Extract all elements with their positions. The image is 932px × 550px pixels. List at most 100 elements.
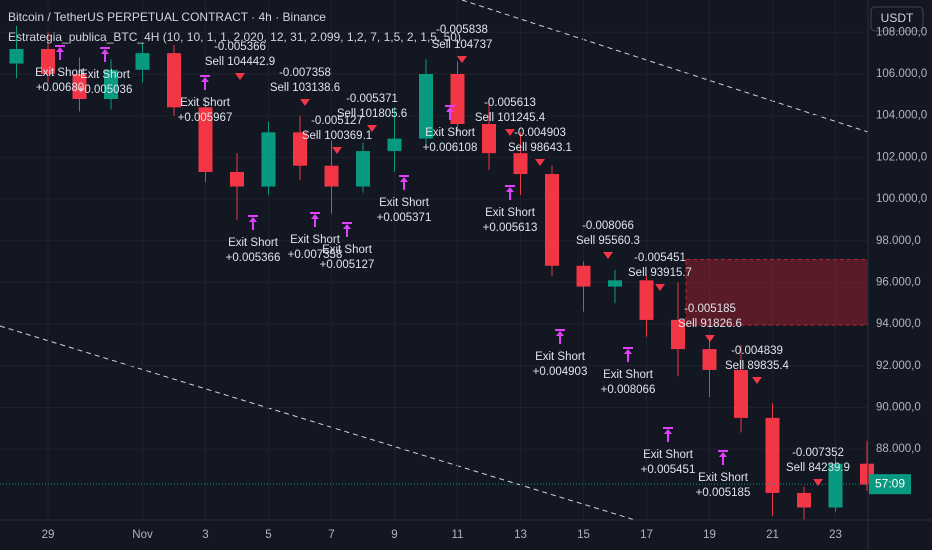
signal-pnl: +0.006108: [423, 142, 478, 154]
signal-pnl: +0.007358: [288, 249, 343, 261]
signal-label: Exit Short: [35, 67, 86, 79]
candle-body: [230, 171, 244, 187]
candle-body: [72, 73, 87, 99]
candle-body: [734, 369, 748, 418]
candle-body: [545, 174, 559, 266]
signal-pnl: -0.005613: [484, 97, 536, 109]
signal-pnl: -0.005185: [684, 303, 736, 315]
signal-label: Sell 101805.6: [337, 108, 407, 120]
signal-pnl: -0.004903: [514, 127, 566, 139]
x-tick-label: 11: [452, 529, 464, 541]
candle-body: [293, 132, 307, 166]
signal-pnl: -0.008066: [582, 220, 634, 232]
signal-label: Exit Short: [485, 207, 536, 219]
y-tick-label: 90.000,0: [876, 401, 921, 413]
price-badge: [869, 474, 911, 495]
x-tick-label: 23: [829, 529, 842, 541]
sell-marker: [367, 125, 377, 132]
currency-label[interactable]: USDT: [881, 11, 914, 25]
signal-label: Sell 93915.7: [628, 267, 692, 279]
sell-marker: [332, 147, 342, 154]
y-tick-label: 94.000,0: [876, 318, 921, 330]
exit-marker: [506, 187, 514, 200]
signal-pnl: -0.007358: [279, 67, 331, 79]
candle-body: [261, 132, 276, 187]
signal-pnl: +0.005613: [483, 222, 538, 234]
exit-marker: [343, 224, 351, 237]
exit-marker: [249, 217, 257, 230]
candle-body: [671, 319, 685, 350]
signal-pnl: +0.008066: [601, 384, 656, 396]
x-tick-label: 7: [328, 529, 334, 541]
exit-marker: [101, 49, 109, 62]
trend-line: [0, 325, 636, 521]
signal-label: Exit Short: [643, 449, 694, 461]
y-tick-label: 102.000,0: [876, 151, 927, 163]
signal-pnl: +0.005967: [178, 112, 233, 124]
candle-body: [828, 463, 843, 508]
candle-body: [167, 53, 181, 108]
signal-label: Exit Short: [180, 97, 231, 109]
candle-body: [702, 349, 717, 370]
signal-label: Exit Short: [228, 237, 279, 249]
signal-pnl: -0.004839: [731, 345, 783, 357]
exit-marker: [56, 47, 64, 60]
x-tick-label: 17: [640, 529, 653, 541]
exit-marker: [446, 107, 454, 120]
candle-body: [482, 124, 496, 154]
candle-body: [576, 265, 591, 287]
x-tick-label: 29: [42, 529, 55, 541]
exit-marker: [556, 331, 564, 344]
candle-body: [356, 151, 370, 187]
exit-marker: [719, 452, 727, 465]
signal-pnl: +0.005127: [320, 259, 375, 271]
exit-marker: [624, 349, 632, 362]
exit-marker: [311, 214, 319, 227]
indicator-label: Estrategia_publica_BTC_4H (10, 10, 1, 1,…: [8, 30, 461, 44]
signal-label: Sell 84239.9: [786, 462, 850, 474]
x-tick-label: 21: [766, 529, 779, 541]
signal-pnl: +0.004903: [533, 366, 588, 378]
currency-button[interactable]: [870, 6, 924, 32]
signal-label: Sell 100369.1: [302, 130, 372, 142]
signal-pnl: -0.005127: [311, 115, 363, 127]
signal-pnl: +0.005371: [377, 212, 432, 224]
candle-body: [419, 73, 433, 139]
candle-body: [387, 138, 402, 152]
candle-body: [639, 280, 654, 320]
signal-pnl: -0.005371: [346, 93, 398, 105]
candle-body: [324, 165, 339, 187]
y-tick-label: 104.000,0: [876, 110, 927, 122]
candle-body: [198, 107, 213, 172]
signal-pnl: +0.005185: [696, 487, 751, 499]
signal-label: Sell 98643.1: [508, 142, 572, 154]
signal-label: Sell 95560.3: [576, 235, 640, 247]
signal-label: Sell 89835.4: [725, 360, 790, 372]
candle-body: [513, 153, 528, 175]
candle-body: [797, 492, 811, 508]
candle-body: [9, 48, 24, 64]
signal-label: Exit Short: [80, 69, 131, 81]
sell-marker: [457, 56, 467, 63]
countdown: 57:09: [875, 476, 905, 490]
signal-label: Exit Short: [290, 234, 341, 246]
y-tick-label: 92.000,0: [876, 360, 921, 372]
signal-pnl: -0.005451: [634, 252, 686, 264]
sell-marker: [300, 99, 310, 106]
x-tick-label: 15: [577, 529, 590, 541]
candle-body: [608, 280, 622, 287]
exit-marker: [664, 429, 672, 442]
signal-pnl: +0.005451: [641, 464, 696, 476]
sell-marker: [752, 377, 762, 384]
signal-label: Sell 104442.9: [205, 56, 275, 68]
candle-body: [135, 53, 150, 70]
signal-label: Exit Short: [425, 127, 476, 139]
x-tick-label: 19: [703, 529, 716, 541]
signal-pnl: -0.007352: [792, 447, 844, 459]
signal-label: Sell 104737: [432, 39, 493, 51]
sell-marker: [705, 335, 715, 342]
exit-marker: [201, 77, 209, 90]
x-tick-label: 3: [202, 529, 208, 541]
sell-marker: [535, 159, 545, 166]
